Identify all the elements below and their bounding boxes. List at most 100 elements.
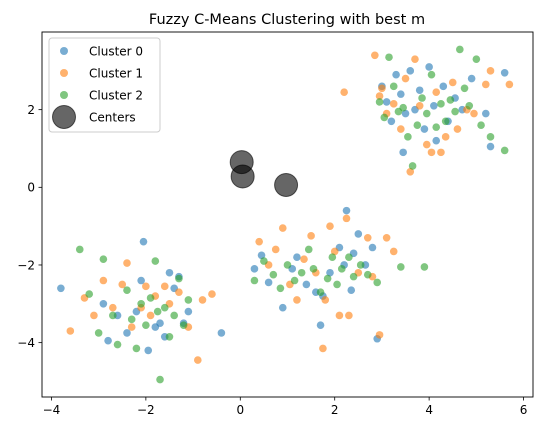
cluster-1-point-60 — [470, 109, 478, 118]
cluster-0-point-28 — [326, 268, 334, 277]
legend-marker-3 — [52, 105, 76, 129]
cluster-1-point-33 — [342, 214, 351, 223]
cluster-1-point-12 — [160, 282, 169, 291]
cluster-2-point-6 — [123, 286, 131, 295]
cluster-1-point-21 — [271, 245, 280, 254]
cluster-0-point-19 — [257, 251, 266, 260]
cluster-2-point-44 — [385, 53, 393, 62]
x-tick-label-3: 2 — [331, 403, 339, 417]
cluster-2-point-29 — [309, 265, 318, 273]
cluster-2-point-12 — [151, 257, 160, 265]
cluster-1-point-44 — [378, 84, 386, 93]
cluster-1-point-61 — [481, 80, 490, 89]
cluster-2-point-53 — [427, 70, 436, 79]
cluster-1-point-40 — [389, 247, 398, 256]
cluster-2-point-41 — [420, 263, 429, 271]
y-tick-label-0: −4 — [17, 336, 35, 350]
cluster-0-point-6 — [137, 276, 145, 285]
cluster-2-point-20 — [184, 296, 193, 304]
cluster-0-point-41 — [392, 70, 400, 79]
cluster-2-point-14 — [156, 375, 164, 384]
cluster-1-point-26 — [307, 232, 315, 240]
cluster-1-point-24 — [293, 296, 301, 304]
cluster-2-point-13 — [153, 307, 162, 316]
cluster-1-point-32 — [335, 311, 344, 320]
cluster-0-point-2 — [104, 336, 112, 345]
cluster-1-point-18 — [208, 290, 216, 298]
cluster-2-point-50 — [413, 121, 422, 129]
cluster-1-point-56 — [441, 133, 450, 141]
cluster-2-point-55 — [437, 100, 445, 108]
x-tick-label-0: −4 — [43, 403, 61, 417]
cluster-2-point-8 — [132, 344, 141, 353]
cluster-0-point-43 — [399, 148, 407, 157]
cluster-0-point-24 — [302, 280, 311, 289]
cluster-0-point-48 — [420, 125, 429, 133]
chart-title: Fuzzy C-Means Clustering with best m — [149, 12, 425, 28]
cluster-2-point-26 — [290, 276, 299, 285]
cluster-2-point-47 — [399, 103, 407, 112]
scatter-points — [57, 45, 514, 384]
cluster-1-point-5 — [118, 280, 127, 289]
cluster-0-point-52 — [439, 82, 448, 91]
cluster-2-point-23 — [269, 270, 278, 279]
cluster-0-point-42 — [397, 90, 405, 98]
cluster-2-point-48 — [404, 133, 412, 141]
cluster-2-point-35 — [345, 253, 353, 262]
cluster-1-point-52 — [422, 140, 431, 149]
cluster-2-point-18 — [175, 274, 183, 283]
cluster-1-point-28 — [319, 344, 327, 353]
cluster-2-point-51 — [418, 94, 426, 102]
cluster-2-point-60 — [460, 84, 469, 93]
cluster-0-point-32 — [347, 286, 356, 295]
cluster-1-point-38 — [375, 331, 384, 339]
y-tick-label-2: 0 — [27, 181, 35, 195]
x-tick-label-5: 6 — [520, 403, 528, 417]
cluster-2-point-45 — [389, 82, 398, 91]
cluster-1-point-49 — [406, 167, 415, 176]
legend: Cluster 0 Cluster 1 Cluster 2 Centers — [48, 37, 161, 133]
cluster-1-point-25 — [300, 255, 308, 263]
cluster-0-point-0 — [57, 284, 65, 293]
x-tick-label-1: −2 — [137, 403, 155, 417]
cluster-1-point-42 — [371, 51, 379, 60]
cluster-2-point-58 — [451, 107, 459, 116]
cluster-0-point-36 — [368, 243, 377, 252]
cluster-2-point-37 — [356, 261, 365, 269]
cluster-1-point-41 — [340, 88, 348, 96]
cluster-2-point-61 — [465, 101, 474, 110]
cluster-0-point-51 — [432, 136, 441, 145]
legend-label-1: Cluster 1 — [89, 66, 143, 80]
cluster-0-point-56 — [467, 74, 476, 83]
cluster-1-point-51 — [415, 101, 424, 110]
cluster-1-point-14 — [175, 288, 183, 296]
cluster-0-point-26 — [316, 321, 325, 329]
cluster-2-point-11 — [146, 294, 155, 302]
cluster-2-point-4 — [109, 311, 117, 320]
center-point-1 — [230, 164, 255, 189]
cluster-0-point-17 — [217, 329, 226, 337]
cluster-2-point-34 — [337, 265, 346, 273]
cluster-2-point-21 — [250, 276, 259, 285]
cluster-0-point-49 — [425, 63, 433, 71]
x-axis: −4 −2 0 2 4 6 — [43, 397, 528, 417]
cluster-2-point-16 — [165, 333, 174, 341]
cluster-2-point-9 — [137, 300, 145, 308]
cluster-0-point-18 — [250, 265, 259, 273]
cluster-0-point-8 — [144, 346, 153, 355]
cluster-2-point-33 — [333, 280, 341, 289]
cluster-0-point-1 — [99, 300, 108, 308]
cluster-0-point-7 — [139, 237, 148, 246]
cluster-1-point-63 — [505, 80, 514, 89]
cluster-2-point-59 — [456, 45, 464, 54]
legend-box — [48, 37, 161, 133]
cluster-1-point-6 — [123, 259, 131, 267]
cluster-1-point-48 — [401, 74, 410, 83]
cluster-1-point-50 — [411, 55, 419, 63]
cluster-2-point-63 — [477, 121, 485, 129]
cluster-1-point-7 — [127, 323, 136, 331]
cluster-0-point-20 — [264, 278, 273, 287]
cluster-2-point-15 — [160, 303, 169, 312]
y-tick-label-3: 2 — [27, 103, 35, 117]
cluster-2-point-39 — [373, 278, 382, 287]
